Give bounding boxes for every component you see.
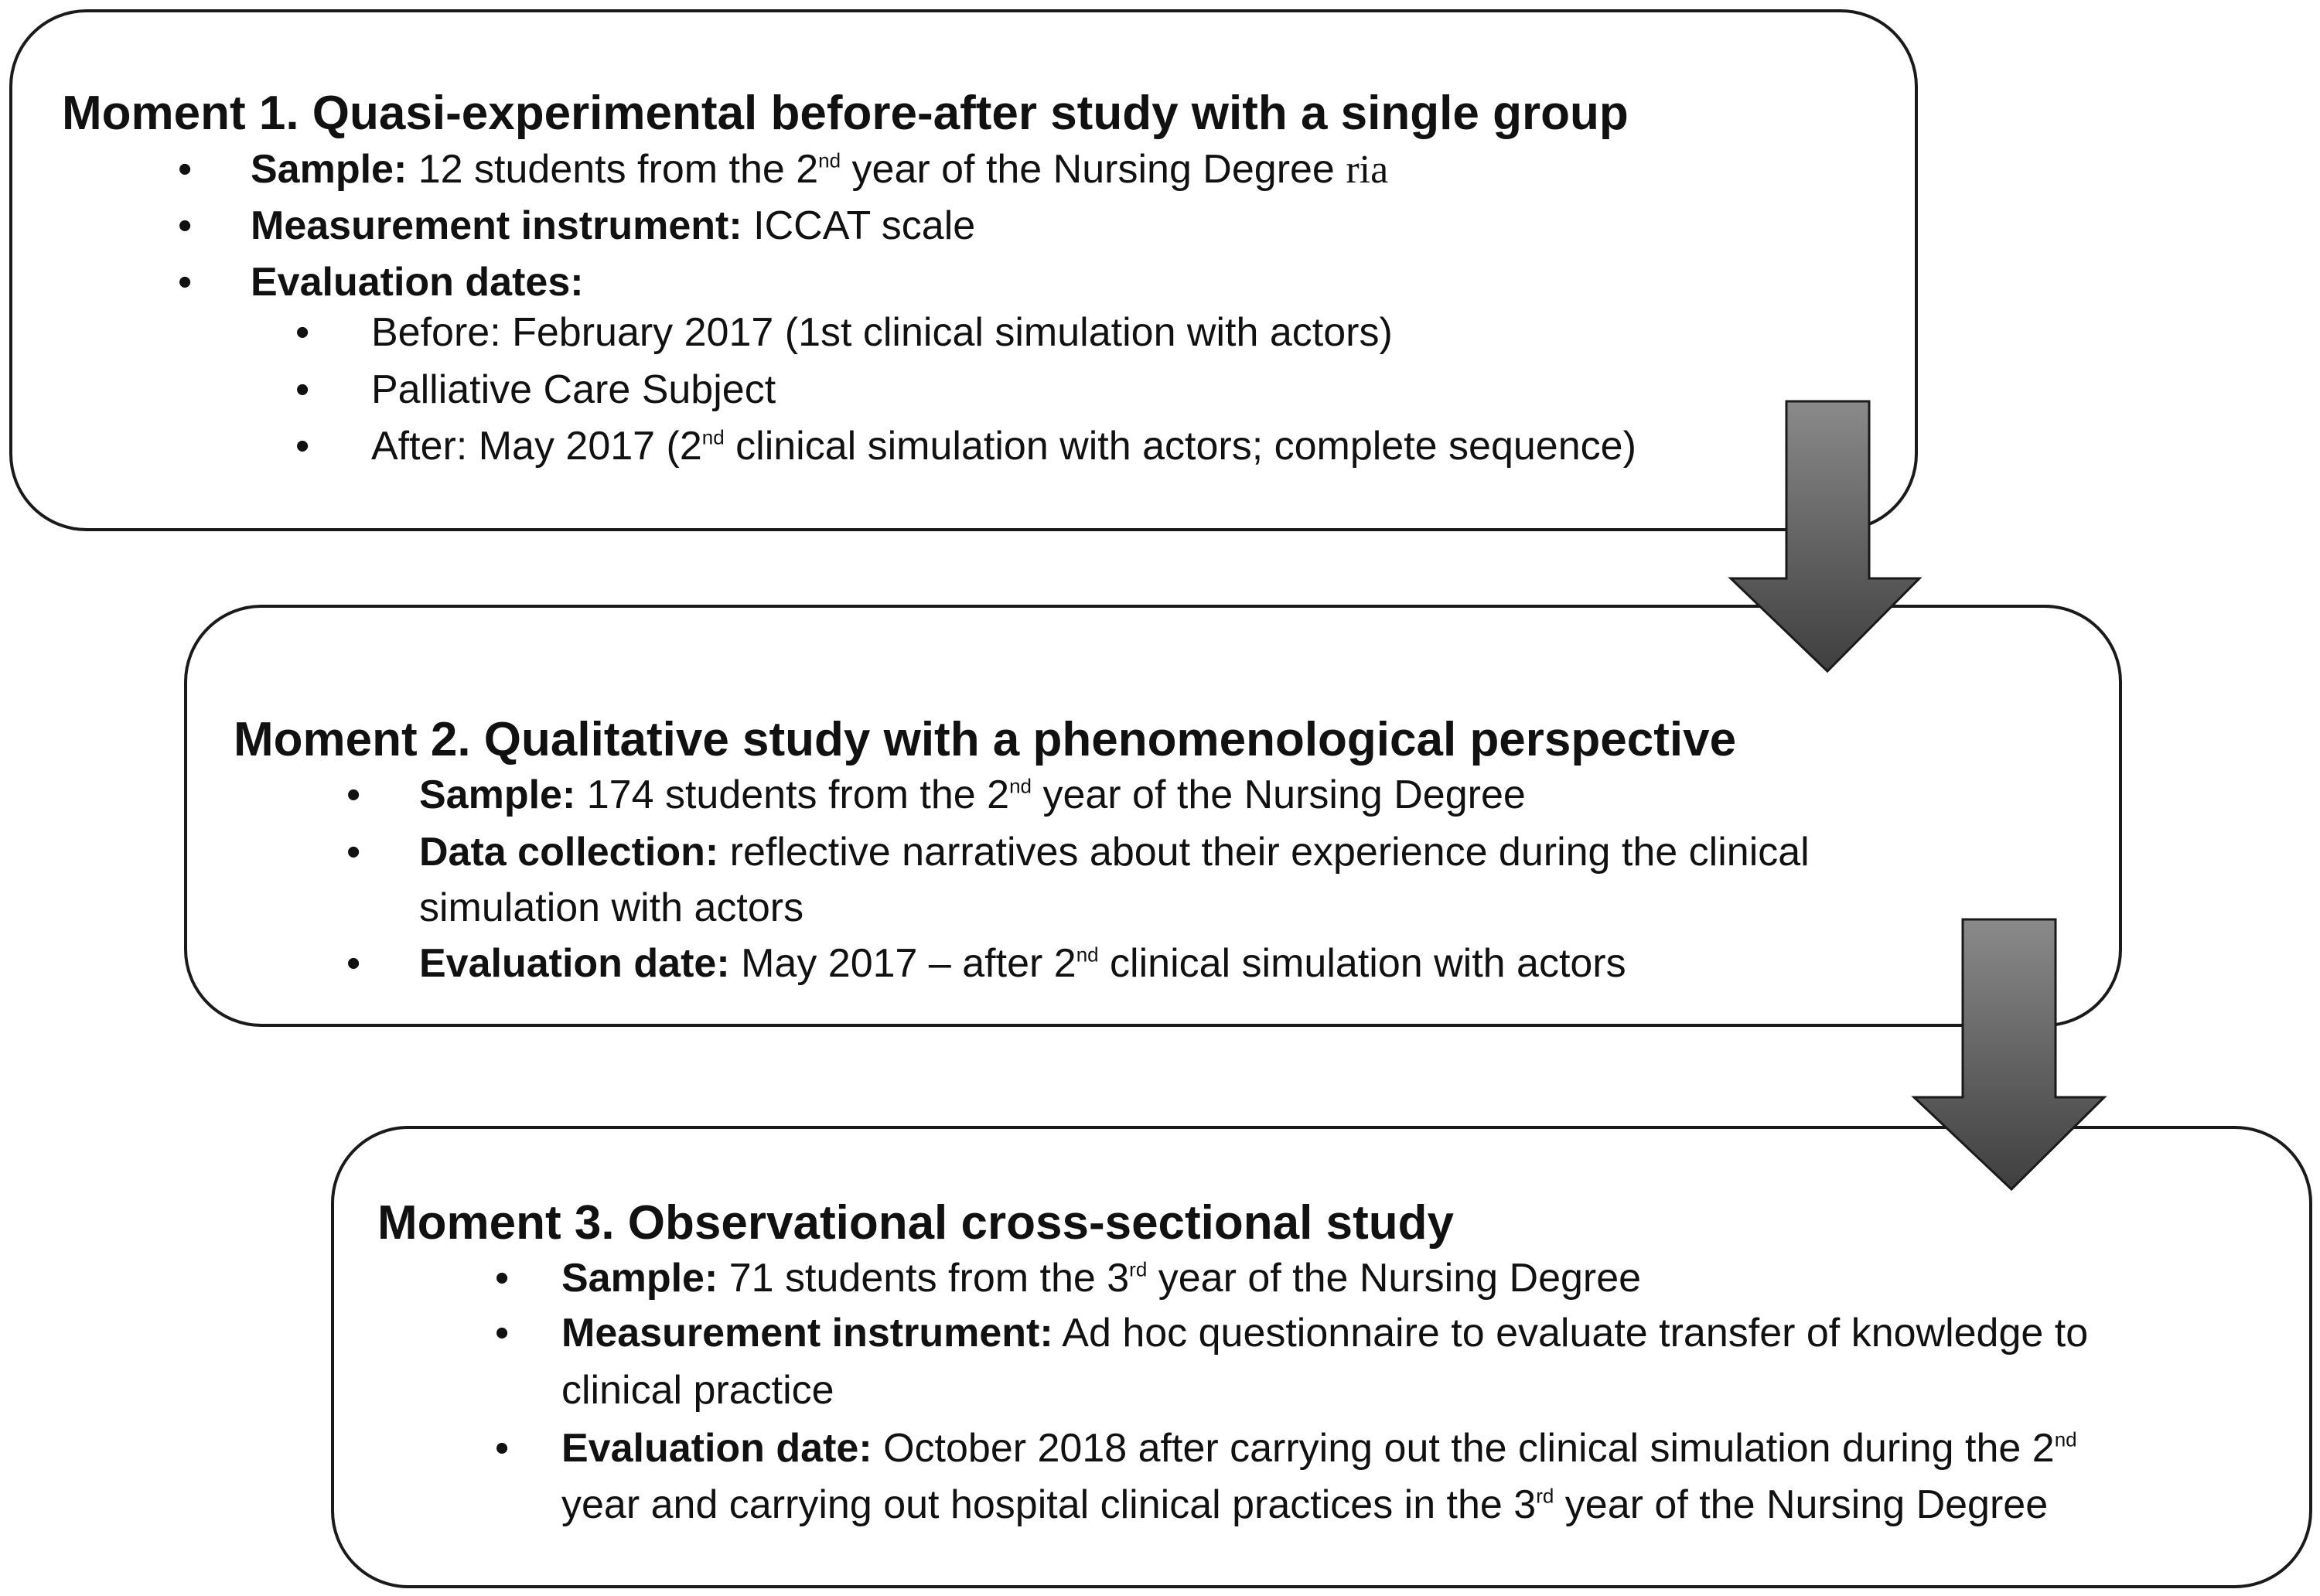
moment-2-collection: Data collection: reflective narratives a… xyxy=(419,830,1810,875)
collection-label: Data collection: xyxy=(419,830,719,875)
moment-2-box xyxy=(184,605,2122,1027)
bullet: • xyxy=(295,367,310,412)
sample-label: Sample: xyxy=(251,147,408,192)
moment-3-date: Evaluation date: October 2018 after carr… xyxy=(561,1426,2077,1471)
arrow-moment-2-to-3 xyxy=(1911,918,2107,1192)
moment-3-instrument: Measurement instrument: Ad hoc questionn… xyxy=(561,1311,2089,1356)
moment-3-instrument-cont: clinical practice xyxy=(561,1368,834,1413)
date-label: Evaluation date: xyxy=(561,1426,872,1471)
bullet: • xyxy=(178,260,193,305)
instrument-label: Measurement instrument: xyxy=(561,1311,1053,1356)
moment-3-title: Moment 3. Observational cross-sectional … xyxy=(377,1196,1454,1250)
moment-3-date-cont: year and carrying out hospital clinical … xyxy=(561,1482,2049,1527)
bullet: • xyxy=(295,310,310,355)
bullet: • xyxy=(495,1311,510,1356)
moment-2-date: Evaluation date: May 2017 – after 2nd cl… xyxy=(419,941,1626,986)
bullet: • xyxy=(346,941,361,986)
moment-2-title: Moment 2. Qualitative study with a pheno… xyxy=(234,713,1737,766)
arrow-moment-1-to-2 xyxy=(1728,400,1923,674)
bullet: • xyxy=(346,772,361,817)
bullet: • xyxy=(178,203,193,248)
moment-1-before: Before: February 2017 (1st clinical simu… xyxy=(371,310,1393,355)
sample-label: Sample: xyxy=(419,772,576,817)
moment-1-title: Moment 1. Quasi-experimental before-afte… xyxy=(62,87,1629,140)
bullet: • xyxy=(346,830,361,875)
moment-2-collection-cont: simulation with actors xyxy=(419,885,804,930)
instrument-label: Measurement instrument: xyxy=(251,203,742,248)
moment-3-sample: Sample: 71 students from the 3rd year of… xyxy=(561,1256,1642,1301)
stray-text: ria xyxy=(1346,148,1389,192)
moment-1-sample: Sample: 12 students from the 2nd year of… xyxy=(251,147,1389,192)
bullet: • xyxy=(178,147,193,192)
moment-3-box xyxy=(331,1126,2312,1588)
moment-1-box xyxy=(9,9,1918,531)
bullet: • xyxy=(495,1426,510,1471)
moment-1-dates-label: Evaluation dates: xyxy=(251,260,584,305)
moment-2-sample: Sample: 174 students from the 2nd year o… xyxy=(419,772,1526,817)
bullet: • xyxy=(295,424,310,469)
sample-label: Sample: xyxy=(561,1256,718,1301)
bullet: • xyxy=(495,1256,510,1301)
date-label: Evaluation date: xyxy=(419,941,730,986)
moment-1-after: After: May 2017 (2nd clinical simulation… xyxy=(371,424,1636,469)
moment-1-subject: Palliative Care Subject xyxy=(371,367,776,412)
moment-1-instrument: Measurement instrument: ICCAT scale xyxy=(251,203,976,248)
